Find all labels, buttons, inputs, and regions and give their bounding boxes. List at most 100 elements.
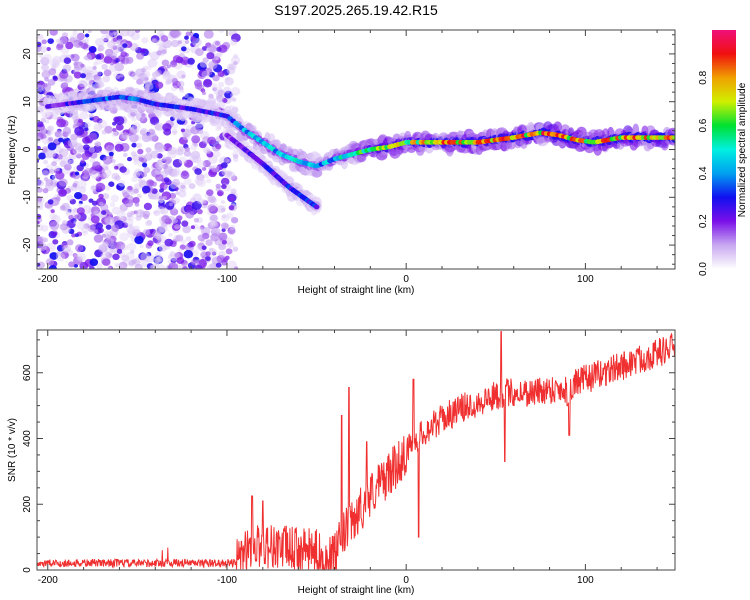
spectrogram-cell bbox=[37, 84, 44, 93]
spectrogram-cell bbox=[154, 251, 162, 259]
spectrogram-cell bbox=[161, 49, 167, 55]
spectrogram-cell bbox=[98, 201, 104, 206]
spectrogram-cell bbox=[48, 265, 57, 269]
spectrogram-cell bbox=[40, 57, 50, 66]
spectrogram-y-label: Frequency (Hz) bbox=[7, 116, 18, 185]
spectrogram-cell bbox=[52, 55, 62, 65]
spectrogram-cell bbox=[158, 195, 164, 200]
spectrogram-cell bbox=[102, 155, 113, 165]
spectrogram-cell bbox=[39, 45, 48, 53]
spectrogram-cell bbox=[175, 30, 182, 36]
spectrogram-cell bbox=[172, 159, 183, 168]
spectrogram-cell bbox=[53, 168, 60, 174]
spectrogram-cell bbox=[92, 161, 101, 169]
spectrogram-cell bbox=[189, 31, 194, 36]
spectrogram-cell bbox=[55, 252, 66, 262]
spectrogram-cell bbox=[138, 155, 147, 163]
spectrogram-cell bbox=[113, 116, 120, 123]
spectrogram-cell bbox=[201, 70, 210, 79]
spectrogram-cell bbox=[52, 175, 57, 180]
spectrogram-cell bbox=[140, 129, 147, 136]
spectrogram-cell bbox=[73, 71, 82, 79]
spectrogram-cell bbox=[202, 200, 209, 206]
spectrogram-cell bbox=[76, 153, 82, 159]
spectrogram-cell bbox=[135, 209, 145, 218]
spectrogram-cell bbox=[90, 170, 101, 179]
spectrogram-cell bbox=[170, 257, 177, 264]
spectrogram-cell bbox=[119, 208, 126, 214]
spectrogram-cell bbox=[159, 182, 168, 190]
spectrogram-cell bbox=[56, 154, 63, 160]
spectrogram-cell bbox=[64, 163, 72, 171]
spectrogram-cell bbox=[85, 66, 94, 73]
spectrogram-cell bbox=[113, 130, 119, 136]
spectrogram-cell bbox=[171, 78, 179, 84]
spectrogram-cell bbox=[56, 118, 66, 128]
spectrogram-cell bbox=[131, 258, 137, 265]
spectrogram-cell bbox=[198, 69, 208, 77]
spectrogram-cell bbox=[67, 158, 74, 165]
spectrogram-cell bbox=[171, 223, 181, 231]
spectrogram-cell bbox=[115, 123, 124, 131]
spectrogram-cell bbox=[169, 251, 176, 257]
spectrogram-cell bbox=[182, 225, 191, 234]
spectrogram-cell bbox=[104, 234, 112, 240]
spectrogram-cell bbox=[230, 188, 237, 194]
spectrogram-cell bbox=[84, 127, 89, 132]
spectrogram-cell bbox=[208, 169, 217, 178]
spectrogram-cell bbox=[77, 118, 83, 124]
colorbar-tick-label: 0.0 bbox=[698, 262, 709, 276]
spectrogram-cell bbox=[175, 234, 184, 242]
x-tick-label: -200 bbox=[38, 575, 58, 586]
spectrogram-cell bbox=[215, 183, 221, 189]
spectrogram-cell bbox=[121, 190, 128, 196]
spectrogram-cell bbox=[181, 46, 187, 52]
spectrogram-cell bbox=[80, 159, 85, 164]
spectrogram-cell bbox=[202, 79, 213, 88]
spectrogram-cell bbox=[78, 79, 87, 88]
spectrogram-cell bbox=[122, 129, 130, 136]
spectrogram-cell bbox=[156, 161, 165, 170]
spectrogram-cell bbox=[171, 85, 178, 92]
spectrogram-cell bbox=[148, 132, 158, 142]
spectrogram-cell bbox=[217, 70, 225, 77]
spectrogram-cell bbox=[126, 189, 132, 194]
spectrogram-cell bbox=[145, 220, 152, 227]
spectrogram-cell bbox=[37, 220, 40, 225]
spectrogram-cell bbox=[71, 53, 80, 62]
spectrogram-cell bbox=[90, 68, 98, 75]
spectrogram-cell bbox=[206, 263, 217, 269]
spectrogram-cell bbox=[48, 136, 54, 142]
x-tick-label: 100 bbox=[577, 575, 594, 586]
spectrogram-cell bbox=[94, 81, 103, 90]
spectrogram-cell bbox=[156, 159, 163, 166]
snr-frame bbox=[36, 329, 676, 571]
spectrogram-cell bbox=[205, 239, 213, 247]
spectrogram-cell bbox=[108, 151, 114, 157]
spectrogram-cell bbox=[131, 117, 137, 122]
spectrogram-cell bbox=[37, 196, 43, 203]
spectrogram-cell bbox=[160, 207, 169, 215]
spectrogram-cell bbox=[134, 235, 144, 245]
colorbar: 0.0 0.2 0.4 0.6 0.8 Normalized spectral ampl… bbox=[698, 30, 748, 276]
spectrogram-cell bbox=[210, 227, 221, 237]
spectrogram-cell bbox=[170, 208, 179, 216]
spectrogram-cell bbox=[136, 193, 142, 199]
spectrogram-cell bbox=[163, 70, 171, 77]
spectrogram-cell bbox=[121, 132, 129, 139]
spectrogram-cell bbox=[95, 182, 106, 192]
spectrogram-cell bbox=[68, 214, 74, 220]
spectrogram-cell bbox=[215, 56, 220, 61]
spectrogram-cell bbox=[228, 31, 233, 36]
spectrogram-cell bbox=[232, 154, 239, 159]
spectrogram-cell bbox=[41, 70, 51, 79]
spectrogram-cell bbox=[209, 221, 216, 227]
spectrogram-cell bbox=[221, 169, 229, 176]
spectrogram-cell bbox=[37, 179, 44, 187]
spectrogram-cell bbox=[37, 121, 44, 128]
spectrogram-cell bbox=[229, 96, 235, 101]
spectrogram-cell bbox=[82, 136, 91, 144]
spectrogram-cell bbox=[145, 152, 151, 157]
